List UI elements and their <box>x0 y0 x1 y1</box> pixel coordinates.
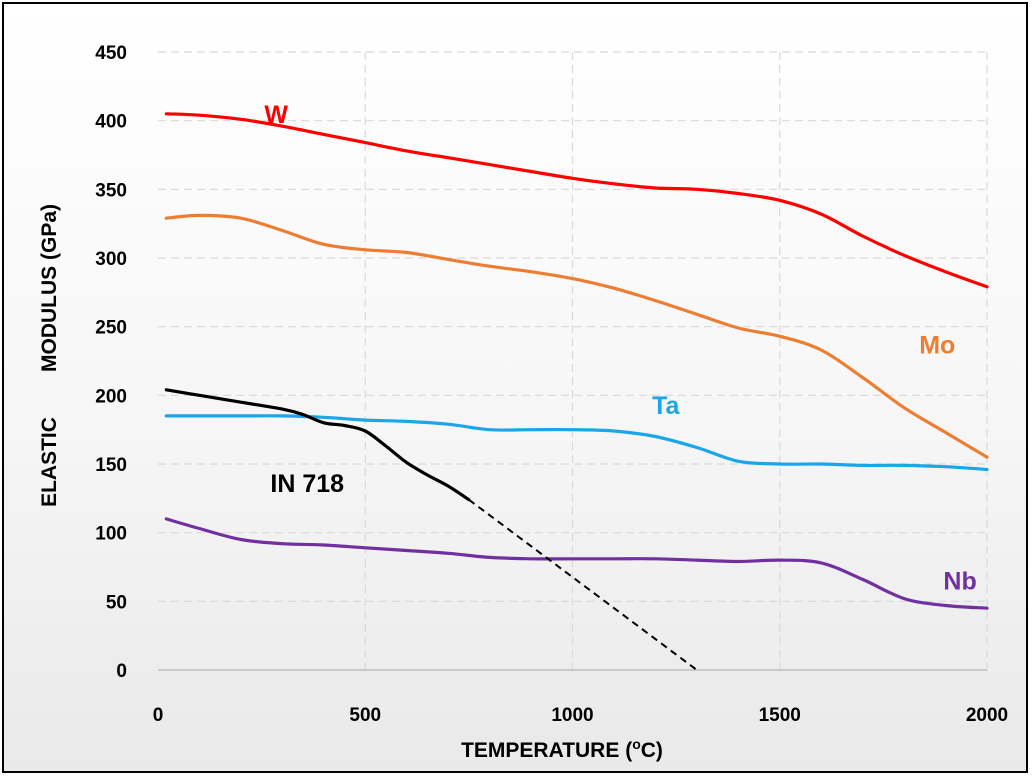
y-tick-label: 50 <box>106 592 127 613</box>
series-label-mo: Mo <box>919 332 955 360</box>
series-label-nb: Nb <box>943 568 976 596</box>
series-lines <box>164 112 989 671</box>
y-tick-label: 300 <box>95 249 127 270</box>
x-tick-label: 1500 <box>759 705 801 726</box>
series-label-ta: Ta <box>652 392 680 420</box>
y-tick-label: 150 <box>95 455 127 476</box>
y-tick-labels: 0 50 100 150 200 250 300 350 400 450 <box>95 43 127 682</box>
y-axis-title-part1: ELASTIC <box>38 417 61 507</box>
y-tick-label: 200 <box>95 386 127 407</box>
y-tick-label: 250 <box>95 318 127 339</box>
series-extrapolation-in-718 <box>468 498 698 671</box>
series-labels: W Mo Ta Nb IN 718 <box>264 101 976 596</box>
x-tick-label: 1000 <box>551 705 593 726</box>
x-tick-labels: 0 500 1000 1500 2000 <box>153 705 1008 726</box>
y-axis-title: ELASTIC MODULUS (GPa) <box>38 204 61 507</box>
y-tick-label: 0 <box>116 661 127 682</box>
y-tick-label: 400 <box>95 112 127 133</box>
series-line-w <box>164 112 989 289</box>
series-line-mo <box>164 213 989 459</box>
series-label-in-718: IN 718 <box>270 470 344 498</box>
x-axis-title: TEMPERATURE (oC) <box>461 736 663 762</box>
series-line-in-718 <box>164 388 471 502</box>
y-tick-label: 100 <box>95 524 127 545</box>
x-tick-label: 0 <box>153 705 164 726</box>
y-tick-label: 450 <box>95 43 127 64</box>
series-line-ta <box>164 414 989 472</box>
y-axis-title-part2: MODULUS (GPa) <box>38 204 61 372</box>
series-label-w: W <box>264 101 288 129</box>
x-tick-label: 500 <box>349 705 381 726</box>
y-tick-label: 350 <box>95 180 127 201</box>
grid-lines <box>158 51 988 670</box>
series-line-nb <box>164 517 989 610</box>
x-tick-label: 2000 <box>966 705 1008 726</box>
